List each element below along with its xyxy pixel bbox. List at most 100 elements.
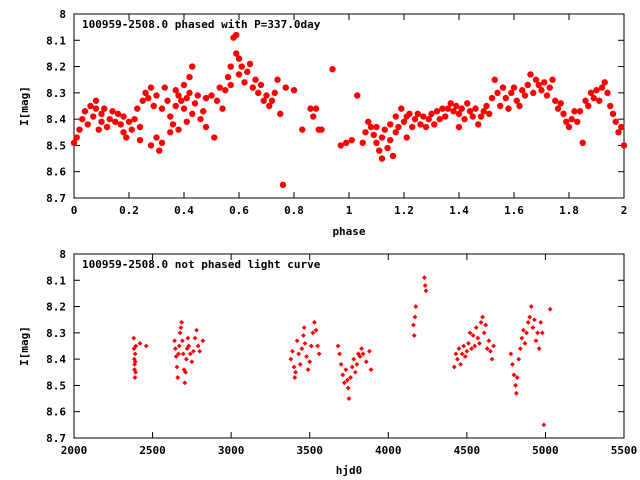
data-point	[538, 319, 544, 325]
x-tick-label: 0.6	[229, 204, 249, 217]
data-point	[290, 87, 298, 94]
data-point	[81, 108, 89, 115]
data-point	[469, 346, 474, 352]
data-point	[178, 97, 185, 104]
data-point	[290, 348, 295, 354]
data-point	[607, 102, 614, 110]
data-point	[579, 139, 586, 146]
data-point	[395, 123, 402, 131]
data-point	[546, 84, 553, 91]
data-point	[615, 129, 622, 136]
data-point	[367, 123, 375, 131]
data-point	[467, 330, 473, 336]
data-point	[173, 354, 179, 359]
data-point	[466, 340, 471, 346]
y-tick-label: 8.7	[46, 432, 66, 445]
data-point	[101, 105, 108, 112]
data-point	[348, 375, 353, 380]
data-point	[288, 356, 294, 362]
data-point	[176, 351, 181, 357]
data-point	[191, 100, 199, 107]
data-point	[527, 71, 534, 78]
data-point	[208, 92, 215, 99]
data-point	[508, 351, 514, 357]
data-point	[458, 105, 465, 112]
data-point	[172, 338, 177, 344]
y-tick-label: 8	[59, 8, 66, 21]
data-point	[197, 348, 203, 354]
data-point	[279, 181, 287, 189]
data-point	[543, 92, 551, 99]
x-tick-label: 0.8	[284, 204, 304, 217]
data-point	[462, 354, 468, 359]
data-point	[455, 123, 463, 131]
data-point	[466, 108, 474, 115]
data-point	[133, 343, 139, 349]
x-tick-label: 4500	[454, 444, 481, 457]
data-point	[417, 121, 424, 128]
data-point	[362, 129, 369, 136]
data-point	[554, 105, 562, 112]
data-point	[296, 351, 302, 357]
data-point	[456, 346, 462, 352]
data-point	[486, 110, 493, 118]
data-point	[513, 97, 520, 104]
data-point	[182, 380, 188, 386]
data-point	[297, 362, 303, 367]
data-point	[169, 121, 177, 128]
data-point	[411, 322, 416, 328]
data-point	[541, 79, 548, 86]
data-point	[532, 317, 537, 323]
x-tick-label: 5000	[532, 444, 559, 457]
data-point	[263, 92, 270, 99]
data-point	[406, 110, 413, 118]
data-point	[392, 113, 399, 120]
x-tick-label: 3500	[296, 444, 323, 457]
data-point	[131, 335, 137, 341]
data-point	[114, 110, 122, 118]
data-point	[469, 113, 476, 120]
data-point	[557, 100, 564, 107]
data-point	[338, 362, 344, 367]
data-point	[563, 118, 570, 125]
data-point	[538, 87, 545, 94]
data-point	[494, 89, 501, 97]
data-point	[301, 325, 307, 330]
data-point	[145, 94, 152, 102]
data-point	[194, 327, 199, 333]
data-point	[293, 369, 298, 375]
x-tick-label: 2000	[61, 444, 88, 457]
data-point	[491, 76, 498, 83]
data-point	[384, 144, 391, 152]
data-point	[524, 81, 531, 89]
data-point	[389, 152, 397, 160]
data-point	[222, 87, 229, 94]
data-point	[315, 343, 320, 349]
data-point	[349, 364, 355, 370]
axis-ticks: 0 0.2 0.4 0.6 0.8 1 1.2 1.4 1.6 1.8 2 8 8.1 8.2 8.3 8.4…	[46, 8, 627, 217]
data-point	[473, 325, 479, 330]
data-point	[524, 330, 529, 336]
data-point	[413, 304, 419, 309]
data-point	[528, 304, 534, 309]
data-point	[95, 126, 102, 133]
data-point	[260, 97, 267, 104]
data-point	[128, 126, 135, 133]
data-point	[475, 335, 481, 341]
data-point	[444, 105, 452, 112]
y-tick-label: 8.4	[46, 353, 66, 366]
data-point	[398, 105, 405, 112]
data-point	[120, 113, 127, 120]
data-point	[560, 110, 567, 118]
data-point	[499, 84, 507, 91]
data-point	[291, 364, 297, 370]
data-point	[132, 359, 138, 365]
data-point	[305, 367, 311, 373]
data-point	[423, 288, 429, 294]
data-point	[387, 136, 394, 144]
data-point	[378, 155, 386, 162]
data-point	[461, 115, 468, 123]
data-point	[301, 333, 306, 338]
data-point	[282, 84, 289, 91]
